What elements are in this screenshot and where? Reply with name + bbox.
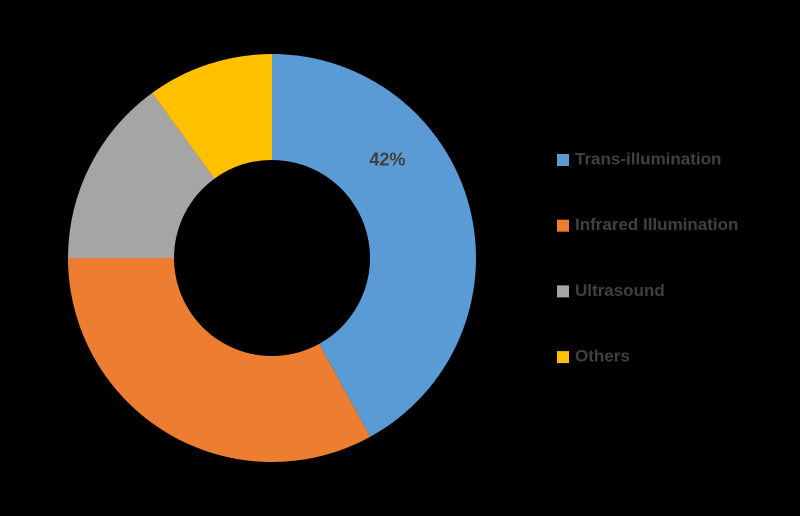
donut-slice [152, 54, 272, 179]
legend-swatch [557, 154, 569, 166]
legend-swatch [557, 285, 569, 298]
legend-swatch [557, 351, 569, 364]
legend-label: Others [575, 347, 630, 366]
donut-slice [68, 258, 371, 463]
data-label: 42% [369, 149, 405, 169]
legend-label: Infrared Illumination [575, 215, 738, 234]
donut-slice [272, 54, 477, 437]
legend-label: Ultrasound [575, 281, 665, 300]
legend-swatch [557, 219, 569, 232]
donut-slice [68, 92, 215, 258]
legend-label: Trans-illumination [575, 149, 721, 168]
